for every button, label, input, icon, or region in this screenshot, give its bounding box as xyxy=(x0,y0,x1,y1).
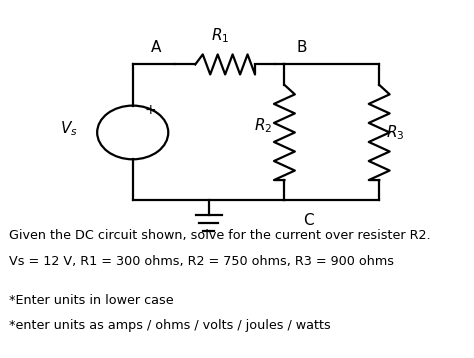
Text: $V_s$: $V_s$ xyxy=(61,120,78,138)
Text: B: B xyxy=(296,40,307,55)
Text: C: C xyxy=(303,213,314,228)
Text: *enter units as amps / ohms / volts / joules / watts: *enter units as amps / ohms / volts / jo… xyxy=(9,319,331,332)
Text: $R_2$: $R_2$ xyxy=(254,116,273,135)
Text: *Enter units in lower case: *Enter units in lower case xyxy=(9,294,174,306)
Text: $R_1$: $R_1$ xyxy=(211,26,229,45)
Text: Given the DC circuit shown, solve for the current over resister R2.: Given the DC circuit shown, solve for th… xyxy=(9,229,431,242)
Text: Vs = 12 V, R1 = 300 ohms, R2 = 750 ohms, R3 = 900 ohms: Vs = 12 V, R1 = 300 ohms, R2 = 750 ohms,… xyxy=(9,255,394,268)
Text: $R_3$: $R_3$ xyxy=(386,123,405,142)
Text: A: A xyxy=(151,40,162,55)
Text: +: + xyxy=(145,103,156,117)
